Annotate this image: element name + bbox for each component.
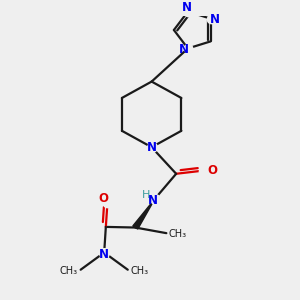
Text: O: O [207,164,217,176]
Text: N: N [210,13,220,26]
Polygon shape [133,199,155,229]
Text: N: N [178,44,189,56]
Text: O: O [98,192,108,205]
Text: N: N [182,1,192,14]
Text: CH₃: CH₃ [60,266,78,276]
Text: N: N [99,248,109,261]
Text: CH₃: CH₃ [169,229,187,239]
Text: H: H [142,190,150,200]
Text: N: N [147,141,157,154]
Text: N: N [148,194,158,206]
Text: CH₃: CH₃ [130,266,148,276]
